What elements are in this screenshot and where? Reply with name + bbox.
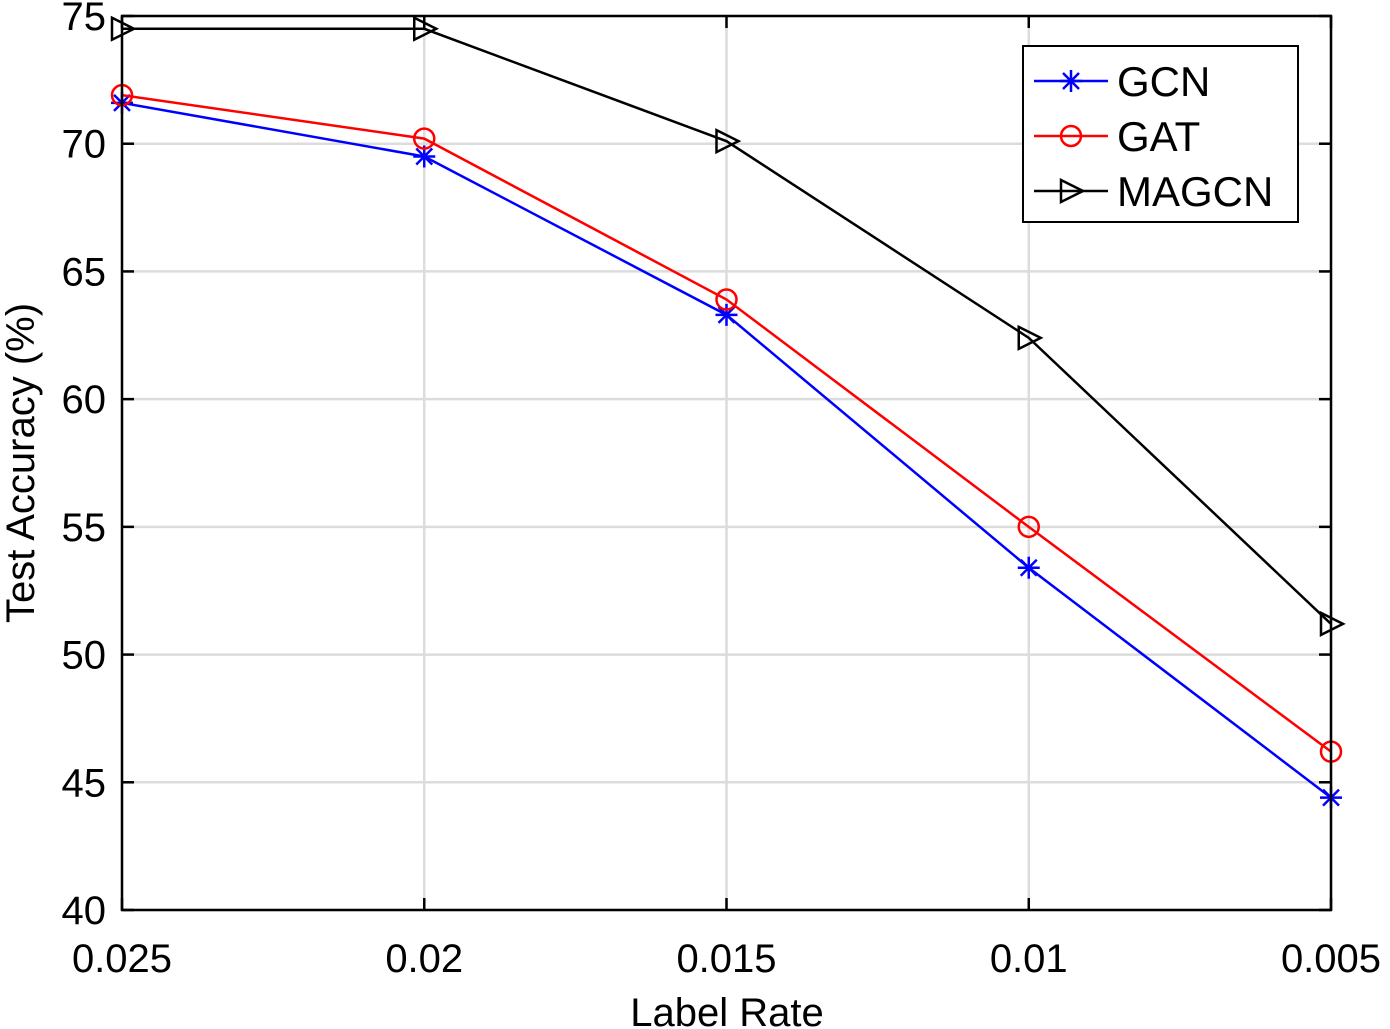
series-lines — [110, 15, 1346, 809]
marker-shape — [715, 128, 742, 155]
series-line-gat — [121, 93, 1332, 753]
marker-stroke — [717, 305, 736, 324]
x-tick-label: 0.005 — [1281, 937, 1381, 981]
y-tick-label: 50 — [62, 634, 107, 678]
y-tick-label: 70 — [62, 123, 107, 167]
marker-shape — [413, 127, 436, 150]
marker-stroke — [1019, 558, 1038, 577]
y-tick-label: 55 — [62, 506, 107, 550]
y-tick-label: 65 — [62, 250, 107, 294]
data-point-gcn — [1017, 556, 1040, 579]
legend-label-gcn: GCN — [1117, 58, 1210, 105]
marker-shape — [1017, 515, 1040, 539]
marker-shape — [1059, 177, 1086, 205]
marker-shape — [715, 288, 738, 311]
data-point-gat — [1017, 515, 1040, 539]
x-axis-label: Label Rate — [630, 991, 823, 1029]
x-tick-label: 0.02 — [385, 937, 463, 981]
data-point-gcn — [715, 303, 738, 326]
legend-marker-gcn — [1060, 70, 1082, 92]
y-tick-label: 40 — [62, 889, 107, 933]
legend-box — [1022, 45, 1299, 223]
legend-marker-magcn — [1059, 177, 1086, 205]
marker-shape — [1017, 324, 1044, 351]
data-point-magcn — [715, 128, 742, 155]
y-tick-label: 60 — [62, 378, 107, 422]
series-line-magcn — [122, 27, 1332, 625]
y-tick-label: 75 — [62, 0, 107, 39]
x-tick-label: 0.015 — [676, 937, 776, 981]
marker-stroke — [1062, 72, 1080, 90]
axis-ticks: 0.025 0.02 0.015 0.01 0.005 40 45 50 55 60 65 70 75 — [62, 0, 1382, 981]
marker-shape — [1059, 124, 1083, 148]
legend-marker-gat — [1059, 124, 1083, 148]
legend-label-magcn: MAGCN — [1117, 168, 1273, 215]
data-point-magcn — [1017, 324, 1044, 351]
x-tick-label: 0.025 — [72, 937, 172, 981]
legend-label-gat: GAT — [1117, 113, 1200, 160]
x-tick-label: 0.01 — [990, 937, 1068, 981]
legend: GCN GAT MAGCN — [1022, 45, 1299, 223]
data-point-gat — [715, 288, 738, 311]
marker-stroke — [415, 147, 434, 166]
data-point-gat — [413, 127, 436, 150]
y-tick-label: 45 — [62, 761, 107, 805]
y-axis-label: Test Accuracy (%) — [0, 303, 43, 623]
